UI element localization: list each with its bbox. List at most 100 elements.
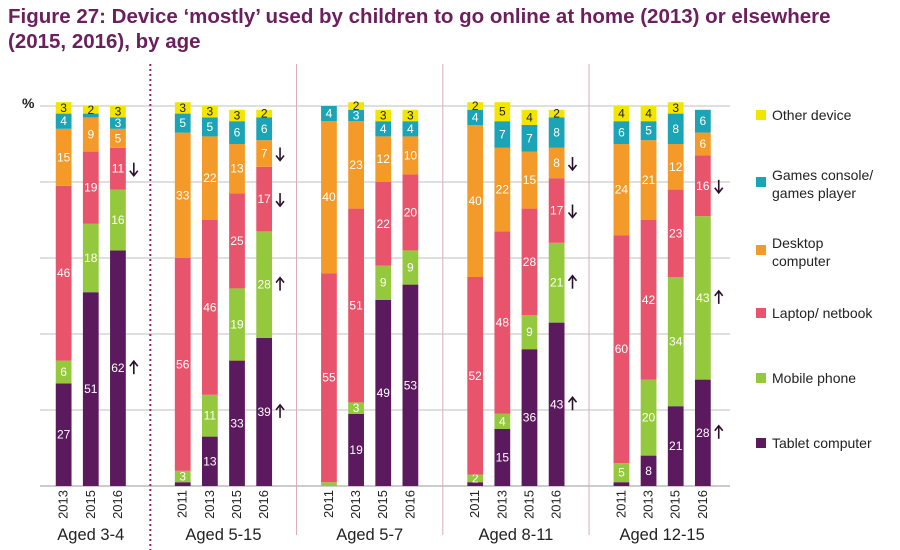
segment-value-label: 9 <box>87 128 94 142</box>
bar-segment <box>174 482 191 486</box>
bar-segment <box>694 132 711 156</box>
bar-segment <box>494 121 511 148</box>
segment-value-label: 21 <box>642 173 656 187</box>
segment-value-label: 3 <box>60 101 67 115</box>
segment-value-label: 6 <box>700 114 707 128</box>
bar-segment <box>229 288 245 361</box>
legend-swatch <box>756 245 766 255</box>
bar-segment <box>467 125 484 277</box>
segment-value-label: 22 <box>203 171 217 185</box>
bar-segment <box>613 121 630 144</box>
increase-arrow-head <box>275 276 285 284</box>
bar-segment <box>375 299 392 486</box>
x-tick-label: 2015 <box>229 490 244 519</box>
segment-value-label: 25 <box>230 234 244 248</box>
bar-segment <box>348 102 364 110</box>
segment-value-label: 8 <box>672 122 679 136</box>
bar-segment <box>110 189 126 251</box>
bar-segment <box>375 182 392 266</box>
legend-swatch <box>756 177 766 187</box>
segment-value-label: 43 <box>550 397 564 411</box>
segment-value-label: 5 <box>179 116 186 130</box>
decrease-arrow-head <box>275 200 285 208</box>
bar-segment <box>348 402 364 414</box>
bar-segment <box>201 220 218 395</box>
x-tick-label: 2016 <box>110 490 125 519</box>
group-label: Aged 5-15 <box>185 526 261 544</box>
decrease-arrow-head <box>714 187 724 195</box>
legend-label: Mobile phone <box>772 370 856 386</box>
decrease-arrow-head <box>567 164 578 172</box>
segment-value-label: 10 <box>404 148 418 162</box>
segment-value-label: 27 <box>57 428 71 442</box>
bar-segment <box>640 106 657 122</box>
group-label: Aged 8-11 <box>478 526 553 544</box>
x-tick-label: 2011 <box>467 490 482 518</box>
segment-value-label: 23 <box>669 226 683 240</box>
bar-segment <box>110 106 126 118</box>
legend-label: Tablet computer <box>772 435 872 451</box>
segment-value-label: 34 <box>669 335 683 349</box>
segment-value-label: 43 <box>696 291 710 305</box>
segment-value-label: 5 <box>499 105 506 119</box>
segment-value-label: 2 <box>472 471 479 485</box>
segment-value-label: 28 <box>523 255 537 269</box>
x-tick-label: 2011 <box>613 490 628 518</box>
x-tick-label: 2011 <box>175 490 190 518</box>
bar-segment <box>110 250 126 486</box>
segment-value-label: 52 <box>469 369 483 383</box>
segment-value-label: 9 <box>407 261 414 275</box>
bar-segment <box>613 106 630 122</box>
segment-value-label: 39 <box>257 405 271 419</box>
bar-segment <box>256 337 273 486</box>
bar-segment <box>521 315 538 350</box>
bar-segment <box>321 121 337 274</box>
segment-value-label: 5 <box>207 120 214 134</box>
segment-value-label: 17 <box>550 204 564 218</box>
legend-swatch <box>756 438 766 448</box>
bar-segment <box>521 109 538 125</box>
x-tick-label: 2013 <box>348 490 363 519</box>
segment-value-label: 55 <box>322 371 336 385</box>
bar-segment <box>348 413 364 486</box>
bar-segment <box>82 117 99 152</box>
bar-segment <box>613 235 630 464</box>
bar-segment <box>640 379 657 456</box>
bar-segment <box>467 482 484 486</box>
bar-segment <box>55 383 72 486</box>
x-tick-label: 2013 <box>494 490 509 519</box>
segment-value-label: 6 <box>234 126 241 140</box>
bar-segment <box>613 482 630 486</box>
bar-segment <box>467 474 484 483</box>
segment-value-label: 4 <box>645 107 652 121</box>
segment-value-label: 23 <box>349 158 363 172</box>
segment-value-label: 51 <box>84 382 98 396</box>
decrease-arrow-head <box>275 155 285 162</box>
segment-value-label: 3 <box>207 105 214 119</box>
legend-swatch <box>756 110 766 120</box>
segment-value-label: 8 <box>553 156 560 170</box>
segment-value-label: 40 <box>322 190 336 204</box>
segment-value-label: 22 <box>377 217 391 231</box>
segment-value-label: 4 <box>407 122 414 136</box>
bar-segment <box>548 178 565 243</box>
segment-value-label: 16 <box>111 213 125 227</box>
bar-segment <box>229 109 245 122</box>
bar-segment <box>694 379 711 486</box>
bar-segment <box>521 349 538 486</box>
legend-label: Other device <box>772 107 852 123</box>
segment-value-label: 2 <box>261 107 268 121</box>
bar-segment <box>201 106 218 118</box>
group-label: Aged 3-4 <box>57 526 124 544</box>
segment-value-label: 51 <box>349 299 363 313</box>
bar-segment <box>201 394 218 437</box>
increase-arrow-head <box>129 359 139 367</box>
segment-value-label: 3 <box>115 105 122 119</box>
segment-value-label: 9 <box>526 325 533 339</box>
x-tick-label: 2016 <box>256 490 271 519</box>
segment-value-label: 2 <box>553 107 560 121</box>
segment-value-label: 6 <box>618 126 625 140</box>
bar-segment <box>375 109 392 122</box>
segment-value-label: 2 <box>353 99 360 113</box>
x-tick-label: 2015 <box>668 490 683 519</box>
